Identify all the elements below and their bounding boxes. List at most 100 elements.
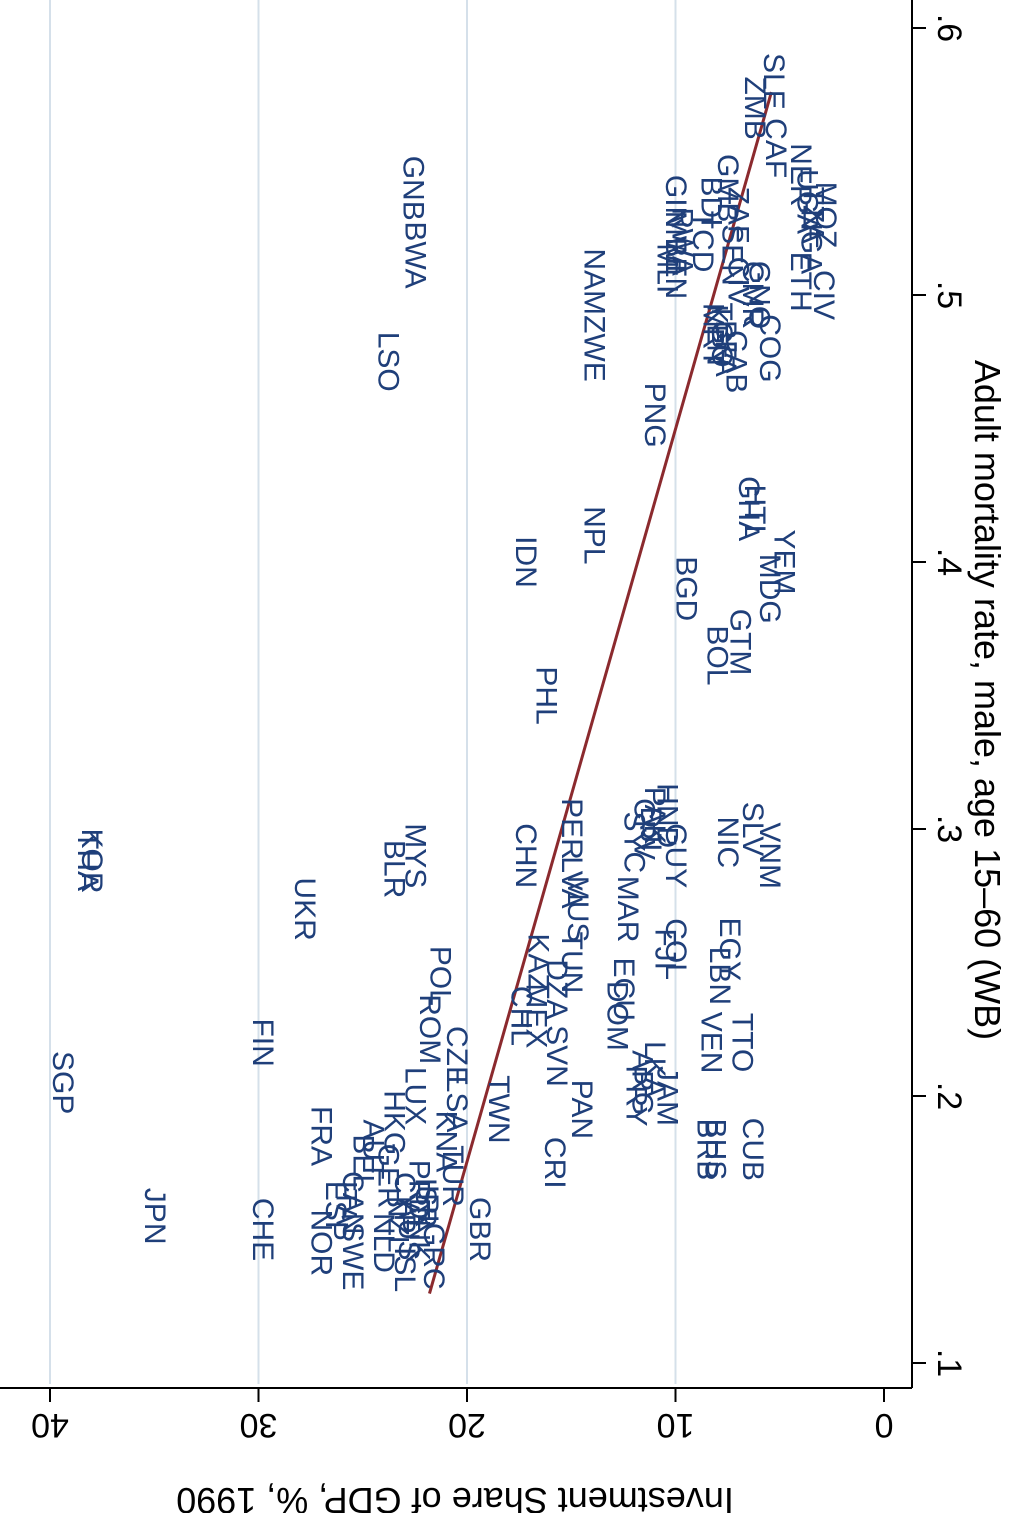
x-tick-label: .6 [930,14,968,42]
point-label-slv: SLV [736,802,769,856]
point-label-bfa: BFA [709,320,742,377]
point-label-jpn: JPN [138,1188,171,1245]
point-label-nga: NGA [795,209,828,274]
x-tick-label: .2 [930,1082,968,1110]
point-label-tto: TTO [726,1013,759,1072]
point-label-kor: KOR [75,829,108,894]
point-label-lso: LSO [371,332,404,392]
point-label-cog: COG [753,314,786,382]
point-label-pry: PRY [619,1065,652,1126]
point-label-bgd: BGD [669,556,702,621]
point-label-fji: FJI [649,928,682,970]
point-label-pak: PAK [638,787,671,845]
y-tick-label: 10 [657,1406,695,1444]
point-label-zaf: ZAF [722,187,755,244]
point-label-hnd: HND [651,783,684,848]
point-label-sen: SEN [715,224,748,286]
point-label-yem: YEM [767,529,800,594]
point-label-chl: CHL [505,986,538,1046]
point-label-fra: FRA [305,1106,338,1166]
point-label-gtm: GTM [724,609,757,676]
point-label-bol: BOL [701,625,734,685]
point-label-uga: UGA [790,169,823,234]
point-label-ken: KEN [701,304,734,366]
y-tick-label: 0 [875,1406,894,1444]
y-tick-label: 30 [240,1406,278,1444]
fit-line-layer [428,91,773,1294]
x-tick-label: .4 [930,548,968,576]
point-label-lva: LVA [555,856,588,908]
x-tick-label: .1 [930,1349,968,1377]
point-label-dji: DJI [634,807,667,852]
point-label-ven: VEN [694,1012,727,1074]
x-tick-label: .3 [930,815,968,843]
fit-line [428,91,773,1294]
y-tick-label: 40 [31,1406,69,1444]
point-label-cpv: CPV [628,798,661,860]
point-label-npl: NPL [578,506,611,564]
point-label-chn: CHN [509,823,542,888]
point-label-eth: ETH [784,252,817,312]
point-label-nic: NIC [711,817,744,869]
point-label-ben: BEN [659,237,692,299]
point-label-che: CHE [246,1198,279,1261]
point-label-ger: GER [371,1144,404,1209]
point-label-esp: ESP [319,1181,352,1241]
point-label-fin: FIN [246,1018,279,1066]
point-label-mwi: MWI [659,211,692,273]
point-label-aus: AUS [392,1199,425,1261]
point-label-kaz: KAZ [521,933,554,991]
point-label-mys: MYS [398,823,431,888]
point-label-civ: CIV [807,270,840,320]
point-label-bhs: BHS [699,1119,732,1181]
point-label-per: PER [555,798,588,860]
point-label-vnm: VNM [753,822,786,889]
y-tick-label: 20 [448,1406,486,1444]
point-label-bdi: BDI [694,177,727,227]
point-label-gin: GIN [659,175,692,228]
point-label-caf: CAF [759,118,792,178]
point-label-syc: SYC [617,812,650,874]
point-label-twn: TWN [482,1075,515,1143]
point-label-brb: BRB [690,1119,723,1181]
point-label-pol: POL [423,946,456,1006]
point-label-gnb: GNB [396,156,429,221]
x-tick-label: .5 [930,281,968,309]
point-label-mex: MEX [519,983,552,1048]
point-label-civ: CIV [722,257,755,307]
point-label-gmb: GMB [711,154,744,222]
point-label-cze: CZE [440,1026,473,1086]
point-label-mrt: MRT [697,303,730,367]
point-label-tha: THA [71,831,104,891]
point-label-gbr: GBR [463,1197,496,1262]
point-label-aut: AUT [357,1119,390,1179]
point-label-tgo: TGO [705,303,738,368]
point-label-sle: SLE [757,53,790,110]
point-label-arg: ARG [626,1050,659,1115]
point-label-tur: TUR [436,1145,469,1207]
point-label-zmb: ZMB [738,76,771,139]
point-label-mus: MUS [561,876,594,943]
point-label-bel: BEL [346,1134,379,1191]
point-label-swe: SWE [336,1222,369,1290]
y-axis-title: Investment Share of GDP, %, 1990 [176,1480,734,1513]
point-label-ner: NER [784,143,817,206]
point-label-nzl: NZL [382,1196,415,1253]
point-label-zwe: ZWE [578,315,611,382]
point-label-mli: MLI [651,243,684,293]
point-label-phl: PHL [530,666,563,724]
point-label-moz: MOZ [809,182,842,249]
point-label-cri: CRI [538,1137,571,1189]
point-label-gab: GAB [719,330,752,393]
point-label-kna: KNA [430,1111,463,1173]
point-label-nld: NLD [367,1213,400,1273]
point-label-dnk: DNK [403,1198,436,1261]
point-label-cmr: CMR [736,261,769,329]
point-label-guy: GUY [659,823,692,888]
point-label-isl: ISL [388,1247,421,1292]
point-label-nam: NAM [578,248,611,315]
point-label-bwa: BWA [398,221,431,288]
point-label-idn: IDN [509,536,542,588]
point-label-cyp: CYP [388,1172,421,1234]
